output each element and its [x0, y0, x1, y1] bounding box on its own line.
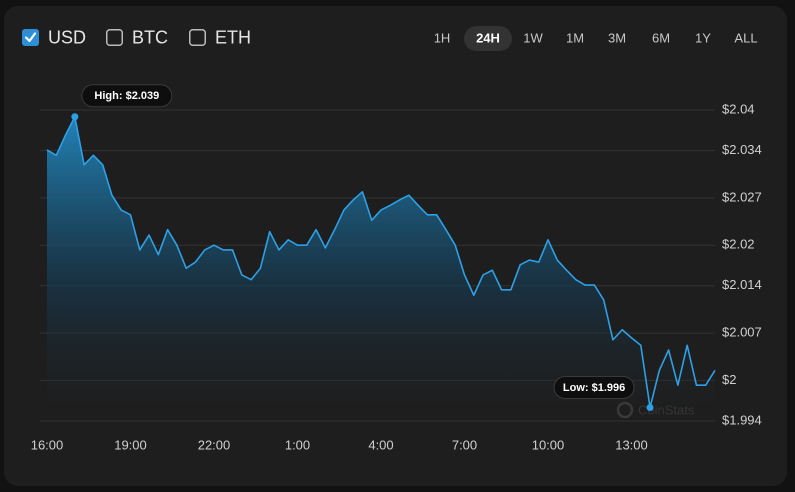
- y-tick-label: $1.994: [722, 412, 762, 427]
- currency-checkbox[interactable]: ETH: [189, 27, 251, 47]
- range-button-label[interactable]: 1H: [434, 30, 451, 45]
- currency-checkbox[interactable]: BTC: [106, 27, 168, 47]
- low-badge: [553, 375, 635, 399]
- x-tick-label: 19:00: [114, 437, 147, 452]
- y-tick-label: $2.02: [722, 237, 755, 252]
- low-marker: [646, 403, 654, 411]
- range-button[interactable]: 1Y: [695, 30, 711, 45]
- y-tick-label: $2.04: [722, 101, 755, 116]
- checkbox-box[interactable]: [189, 29, 206, 46]
- x-tick-label: 1:00: [285, 437, 310, 452]
- high-label: High: $2.039: [94, 90, 159, 102]
- x-tick-label: 10:00: [532, 437, 565, 452]
- price-line: [46, 115, 716, 409]
- y-tick-label: $2.027: [722, 189, 762, 204]
- checkbox-box[interactable]: [22, 29, 39, 46]
- range-button-label[interactable]: 1M: [566, 30, 584, 45]
- x-tick-label: 4:00: [368, 437, 393, 452]
- y-tick-label: $2.007: [722, 325, 762, 340]
- high-marker: [71, 113, 79, 121]
- range-button[interactable]: 3M: [608, 30, 626, 45]
- y-tick-label: $2.014: [722, 277, 762, 292]
- range-button-bg[interactable]: [464, 26, 512, 51]
- range-button-label[interactable]: ALL: [734, 30, 757, 45]
- y-tick-label: $2.034: [722, 142, 762, 157]
- range-button[interactable]: 1H: [434, 30, 451, 45]
- high-badge: [81, 84, 173, 108]
- check-mark: [24, 32, 37, 43]
- x-tick-label: 16:00: [31, 437, 64, 452]
- range-button[interactable]: 24H: [464, 26, 512, 51]
- range-button[interactable]: 1M: [566, 30, 584, 45]
- range-button-label[interactable]: 1W: [523, 30, 543, 45]
- y-tick-label: $2: [722, 372, 736, 387]
- range-button-label[interactable]: 6M: [652, 30, 670, 45]
- range-button-label[interactable]: 3M: [608, 30, 626, 45]
- toolbar: USD BTC ETH 1H 24H 1W 1M 3M 6M 1Y ALL: [22, 26, 758, 51]
- currency-label[interactable]: ETH: [215, 27, 251, 47]
- x-tick-label: 13:00: [615, 437, 648, 452]
- range-button[interactable]: 1W: [523, 30, 543, 45]
- checkbox-box[interactable]: [106, 29, 123, 46]
- range-button-label[interactable]: 24H: [476, 30, 500, 45]
- low-label: Low: $1.996: [563, 382, 625, 394]
- range-button[interactable]: ALL: [734, 30, 757, 45]
- x-tick-label: 7:00: [452, 437, 477, 452]
- range-button[interactable]: 6M: [652, 30, 670, 45]
- price-area: [47, 116, 715, 421]
- x-tick-label: 22:00: [198, 437, 231, 452]
- range-button-label[interactable]: 1Y: [695, 30, 711, 45]
- currency-checkbox[interactable]: USD: [22, 27, 86, 47]
- currency-label[interactable]: USD: [48, 27, 86, 47]
- currency-label[interactable]: BTC: [132, 27, 168, 47]
- plot: $2.04 $2.034 $2.027 $2.02 $2.014 $2.007 $2 $1.9…: [31, 84, 762, 452]
